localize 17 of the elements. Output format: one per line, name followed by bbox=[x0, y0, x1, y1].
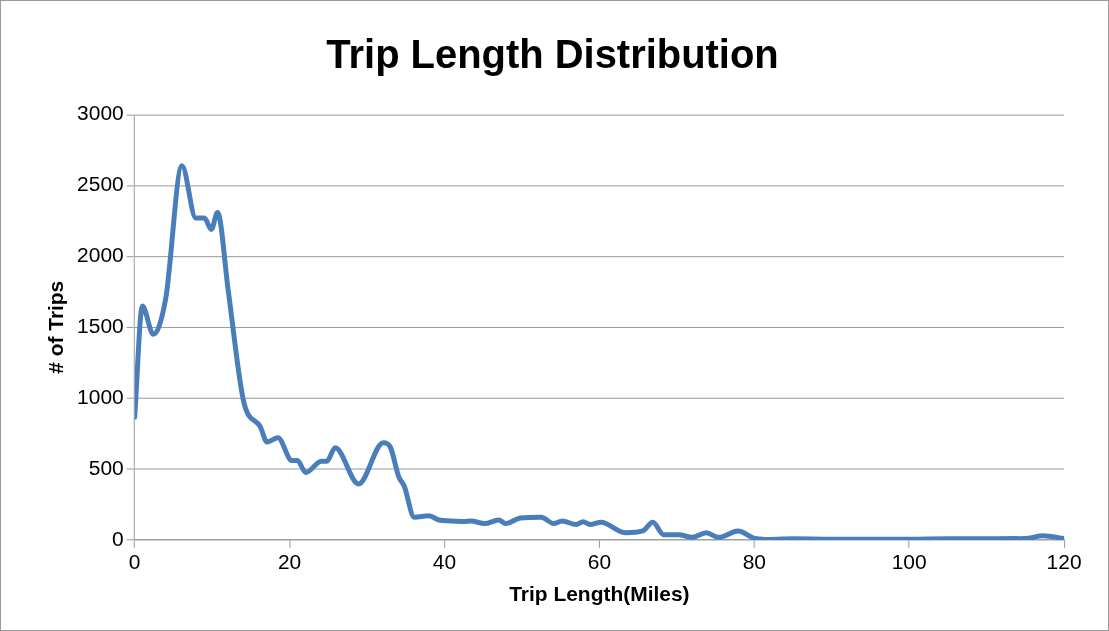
x-axis-title: Trip Length(Miles) bbox=[509, 582, 690, 606]
x-tick-label: 60 bbox=[587, 550, 612, 574]
y-tick-label: 3000 bbox=[77, 101, 124, 125]
chart-title: Trip Length Distribution bbox=[326, 31, 779, 76]
x-tick-label: 40 bbox=[432, 550, 457, 574]
y-tick-label: 2500 bbox=[77, 172, 124, 196]
y-tick-label: 1000 bbox=[77, 384, 124, 408]
y-tick-label: 500 bbox=[88, 455, 124, 479]
y-tick-label: 1500 bbox=[77, 314, 124, 338]
y-tick-label: 0 bbox=[112, 526, 124, 550]
x-tick-label: 0 bbox=[128, 550, 141, 574]
x-tick-label: 100 bbox=[891, 550, 927, 574]
x-tick-label: 80 bbox=[742, 550, 766, 574]
y-tick-label: 2000 bbox=[77, 243, 124, 267]
y-axis-title: # of Trips bbox=[44, 280, 68, 374]
x-tick-label: 20 bbox=[277, 550, 302, 574]
x-tick-label: 120 bbox=[1046, 550, 1082, 574]
